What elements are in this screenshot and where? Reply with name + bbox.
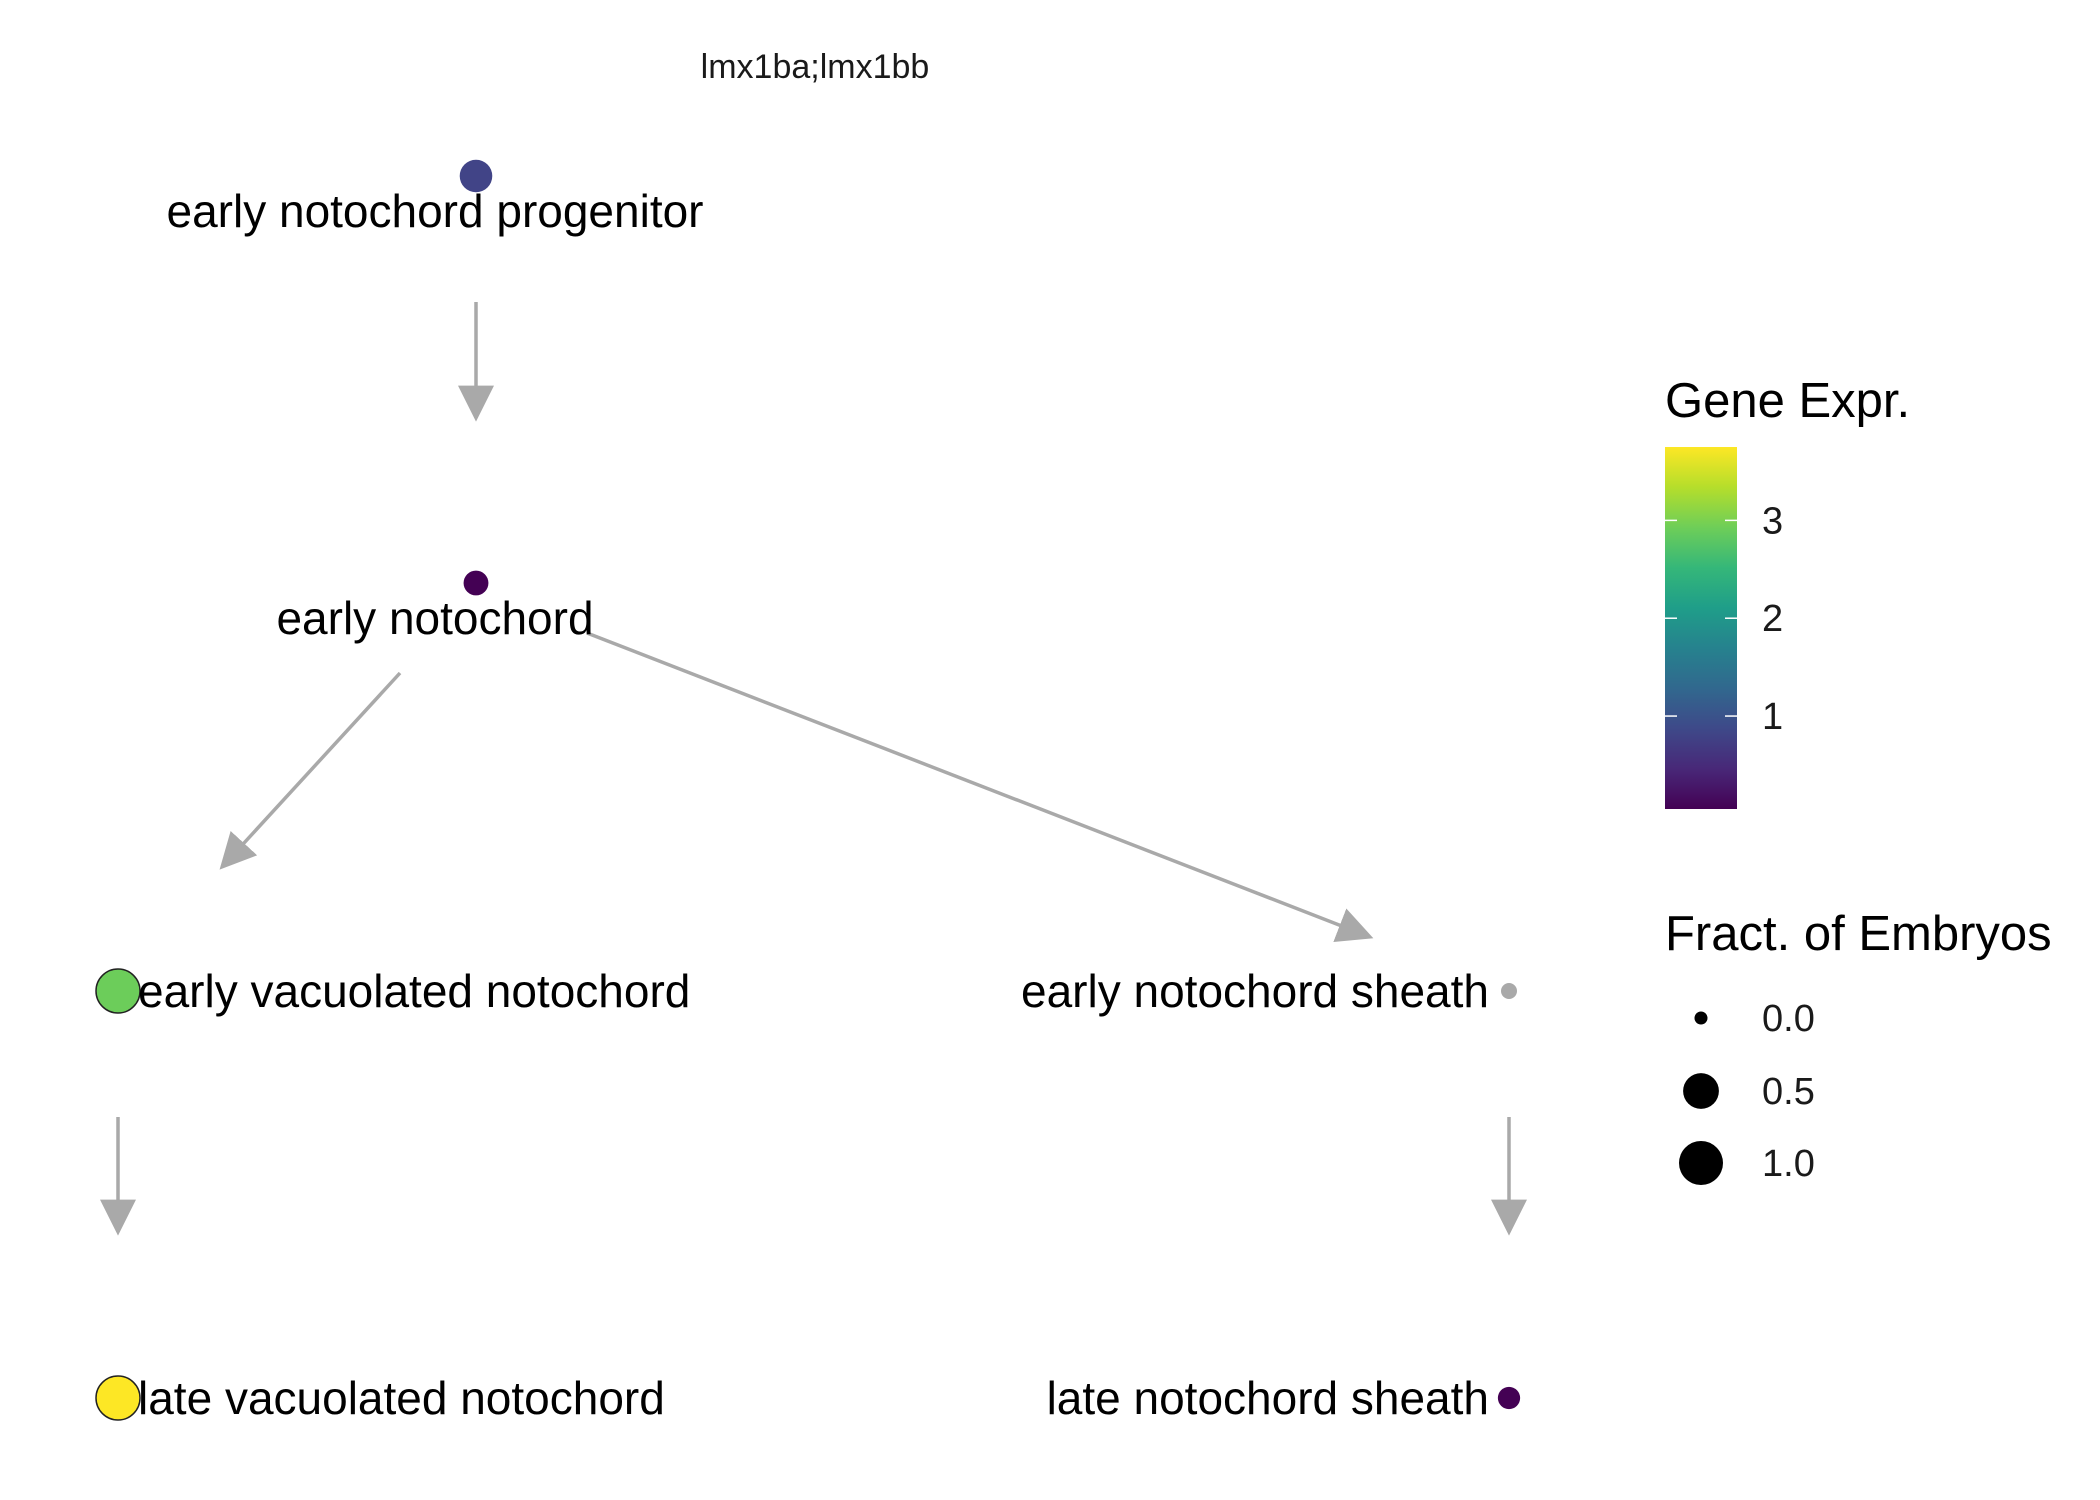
nodes: [95, 159, 1521, 1421]
edges: [100, 302, 1527, 1236]
node-point-enp: [459, 159, 493, 193]
color-bar: [1665, 447, 1737, 809]
edge-en-to-evn: [219, 671, 402, 870]
node-label-evn: early vacuolated notochord: [138, 965, 690, 1017]
node-label-lvn: late vacuolated notochord: [138, 1372, 665, 1424]
color-legend: Gene Expr. 1 2 3: [1665, 374, 1910, 809]
size-legend-label: 0.0: [1762, 998, 1815, 1040]
size-legend-label: 1.0: [1762, 1143, 1815, 1185]
chart-title: lmx1ba;lmx1bb: [701, 48, 930, 86]
size-legend: Fract. of Embryos 0.0 0.5 1.0: [1665, 907, 2052, 1185]
color-legend-ticks: 1 2 3: [1665, 500, 1783, 738]
node-label-enp: early notochord progenitor: [167, 185, 704, 237]
node-point-lns: [1497, 1386, 1521, 1410]
color-legend-title: Gene Expr.: [1665, 374, 1910, 428]
node-point-evn: [95, 968, 141, 1014]
edge-en-to-ens: [586, 631, 1374, 943]
node-label-lns: late notochord sheath: [1047, 1372, 1489, 1424]
size-legend-dot: [1694, 1011, 1708, 1025]
color-tick-label: 3: [1762, 500, 1783, 542]
size-legend-entries: 0.0 0.5 1.0: [1679, 998, 1815, 1185]
color-tick-label: 1: [1762, 696, 1783, 738]
color-tick-label: 2: [1762, 598, 1783, 640]
node-label-ens: early notochord sheath: [1021, 965, 1489, 1017]
node-point-en: [463, 570, 489, 596]
node-labels: early notochord progenitor early notochor…: [138, 185, 1489, 1424]
size-legend-title: Fract. of Embryos: [1665, 907, 2052, 961]
node-point-ens: [1501, 983, 1517, 999]
size-legend-dot: [1679, 1141, 1723, 1185]
size-legend-dot: [1683, 1073, 1719, 1109]
node-point-lvn: [95, 1375, 141, 1421]
node-label-en: early notochord: [276, 592, 593, 644]
size-legend-label: 0.5: [1762, 1071, 1815, 1113]
